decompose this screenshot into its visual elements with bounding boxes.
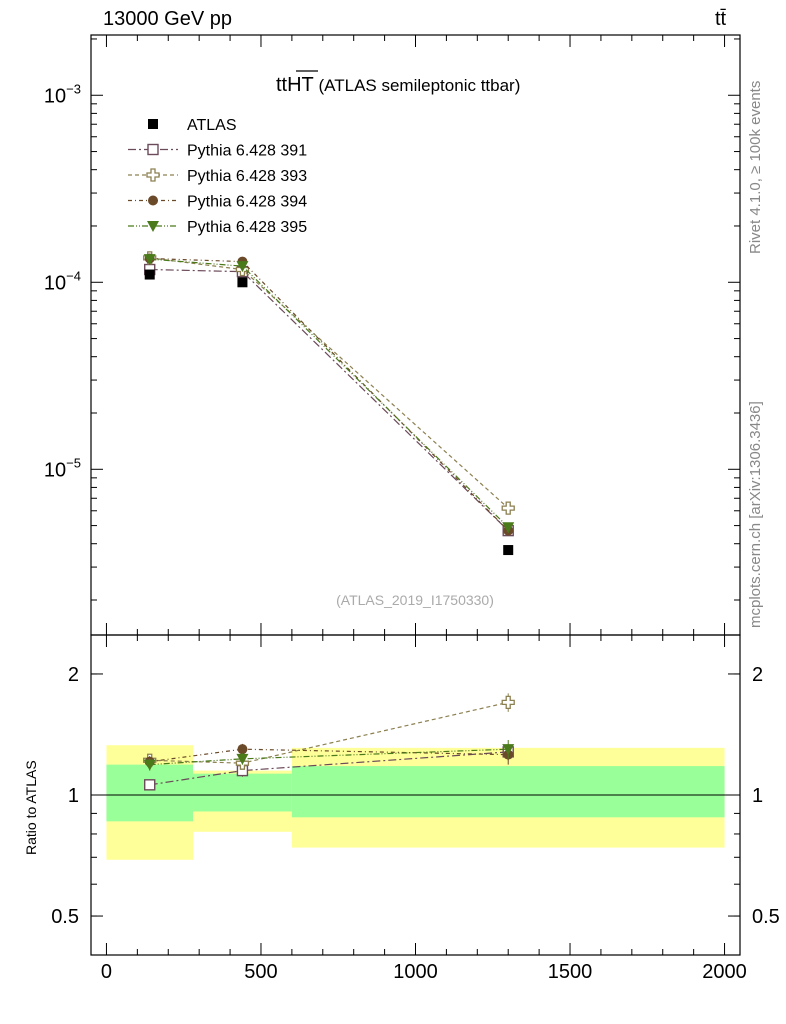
process-label: tt̄ <box>715 8 727 30</box>
series-line <box>149 258 509 528</box>
ratio-tick-label-right: 2 <box>752 664 763 686</box>
series-point <box>501 501 515 515</box>
ratio-tick-label-right: 1 <box>752 785 763 807</box>
legend-marker <box>147 143 159 156</box>
data-point <box>144 269 155 280</box>
x-tick-label: 1000 <box>393 961 438 983</box>
legend-label: Pythia 6.428 391 <box>187 143 307 160</box>
plot-title: ttHT (ATLAS semileptonic ttbar) <box>276 74 520 96</box>
legend-marker <box>148 195 158 206</box>
ratio-tick-label: 2 <box>68 664 79 686</box>
legend-marker <box>148 119 158 129</box>
legend-label: Pythia 6.428 393 <box>187 168 307 185</box>
legend-marker <box>146 168 160 182</box>
x-tick-label: 500 <box>244 961 277 983</box>
legend-marker <box>147 221 159 232</box>
ratio-point <box>502 744 515 756</box>
y-tick-base: 10 <box>44 272 66 294</box>
ratio-point <box>236 753 249 765</box>
ratio-tick-label: 0.5 <box>51 906 79 928</box>
series-point <box>143 254 156 266</box>
data-point <box>237 277 248 288</box>
series-line <box>149 268 509 532</box>
legend-label: ATLAS <box>187 117 237 134</box>
y-tick-exponent: −5 <box>66 455 81 470</box>
y-tick-label: 10−5 <box>44 455 81 481</box>
plot-title-main: ttHT <box>276 74 314 96</box>
x-tick-label: 0 <box>101 961 112 983</box>
legend-label: Pythia 6.428 394 <box>187 194 307 211</box>
y-tick-label: 10−4 <box>44 268 81 294</box>
ratio-point <box>237 744 248 755</box>
ratio-point <box>501 695 515 709</box>
series-point <box>236 261 249 273</box>
y-tick-exponent: −3 <box>66 81 81 96</box>
y-tick-label: 10−3 <box>44 81 81 107</box>
uncertainty-band-inner <box>291 766 725 818</box>
x-tick-label: 2000 <box>702 961 747 983</box>
ratio-tick-label-right: 0.5 <box>752 906 780 928</box>
uncertainty-band-inner <box>192 773 292 812</box>
plot-title-sub: (ATLAS semileptonic ttbar) <box>314 76 521 95</box>
data-point <box>503 545 514 556</box>
legend-label: Pythia 6.428 395 <box>187 219 307 236</box>
series-line <box>149 257 509 509</box>
y-tick-base: 10 <box>44 459 66 481</box>
y-tick-exponent: −4 <box>66 268 81 283</box>
ratio-tick-label: 1 <box>68 785 79 807</box>
series-line <box>149 257 509 532</box>
ratio-point <box>144 779 156 791</box>
y-tick-base: 10 <box>44 85 66 107</box>
x-tick-label: 1500 <box>548 961 593 983</box>
series-point <box>502 522 515 534</box>
ratio-point <box>143 759 156 771</box>
analysis-id-label: (ATLAS_2019_I1750330) <box>336 592 494 608</box>
uncertainty-band-inner <box>106 764 193 822</box>
process-energy-label: 13000 GeV pp <box>103 8 232 30</box>
